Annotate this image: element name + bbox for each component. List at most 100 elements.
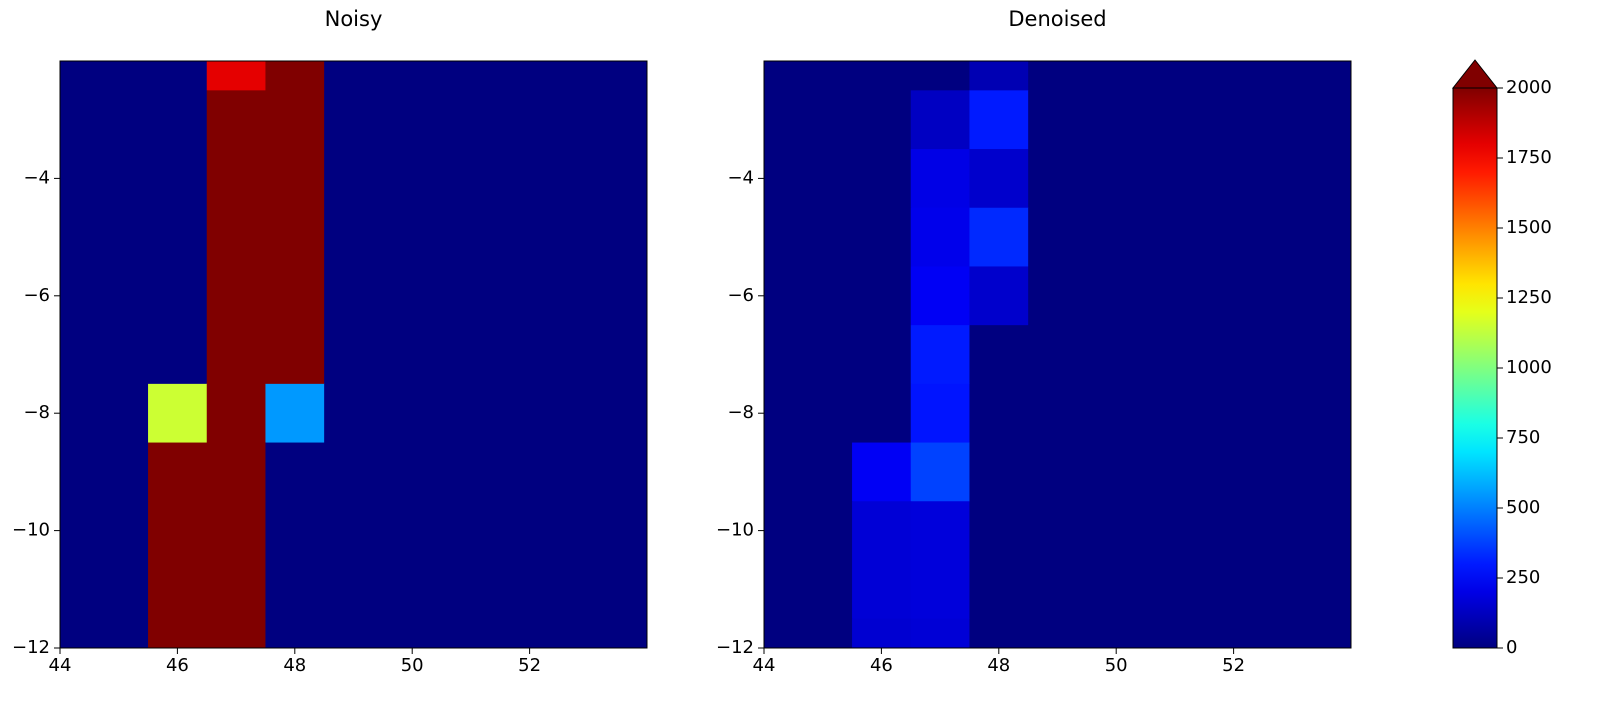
colorbar-tick-label: 1000: [1506, 357, 1552, 378]
heat-cell: [324, 325, 384, 385]
heat-cell: [382, 383, 443, 444]
heat-cell: [89, 207, 149, 267]
x-tick-label: 46: [166, 655, 189, 676]
colorbar-tick-label: 2000: [1506, 77, 1552, 98]
heat-cell: [60, 61, 90, 91]
heat-cell: [1262, 442, 1323, 502]
heat-cell: [500, 618, 560, 649]
heat-cell: [1262, 61, 1323, 91]
heat-cell: [1321, 559, 1352, 620]
heat-cell: [793, 61, 853, 91]
heat-cell: [1028, 266, 1088, 326]
heat-cell: [910, 325, 970, 385]
heat-cell: [148, 90, 208, 150]
heat-cell: [89, 559, 149, 620]
heat-cell: [1086, 266, 1147, 326]
heat-cell: [1321, 90, 1352, 150]
y-tick-label: −8: [727, 402, 754, 423]
heat-cell: [148, 383, 208, 444]
heat-cell: [910, 149, 970, 209]
x-tick-label: 44: [753, 655, 776, 676]
heat-cell: [441, 501, 501, 561]
heat-cell: [1262, 383, 1323, 444]
heat-cell: [89, 325, 149, 385]
heat-cell: [1086, 383, 1147, 444]
colorbar-tick-label: 750: [1506, 427, 1540, 448]
heat-cell: [500, 501, 560, 561]
heat-cell: [206, 442, 266, 502]
heat-cell: [1028, 559, 1088, 620]
heat-cell: [969, 501, 1029, 561]
colorbar-extend: [1451, 59, 1499, 89]
heat-cell: [852, 207, 912, 267]
heat-cell: [500, 442, 560, 502]
heat-cell: [617, 618, 648, 649]
heat-cell: [1145, 149, 1205, 209]
heat-cell: [764, 383, 794, 444]
heat-cell: [324, 61, 384, 91]
heat-cell: [852, 442, 912, 502]
x-tick-label: 52: [518, 655, 541, 676]
heat-cell: [206, 501, 266, 561]
heat-cell: [1145, 90, 1205, 150]
heat-cell: [89, 442, 149, 502]
heat-cell: [89, 383, 149, 444]
heat-cell: [1028, 61, 1088, 91]
heat-cell: [206, 61, 266, 91]
heat-cell: [500, 61, 560, 91]
colorbar-tick-label: 1500: [1506, 217, 1552, 238]
y-tick-label: −8: [23, 402, 50, 423]
heat-cell: [1086, 325, 1147, 385]
heat-cell: [558, 442, 619, 502]
heat-cell: [852, 383, 912, 444]
heat-cell: [324, 383, 384, 444]
heat-cell: [558, 559, 619, 620]
heat-cell: [60, 207, 90, 267]
heat-cell: [441, 618, 501, 649]
heat-cell: [382, 618, 443, 649]
heat-cell: [382, 149, 443, 209]
heat-cell: [265, 90, 325, 150]
heat-cell: [441, 442, 501, 502]
heat-cell: [382, 442, 443, 502]
heat-cell: [60, 501, 90, 561]
x-tick-label: 48: [987, 655, 1010, 676]
heat-cell: [500, 383, 560, 444]
heat-cell: [148, 149, 208, 209]
heat-cell: [60, 325, 90, 385]
heat-cell: [1028, 501, 1088, 561]
y-tick-label: −4: [23, 167, 50, 188]
heat-cell: [852, 266, 912, 326]
heat-cell: [265, 266, 325, 326]
heat-cell: [324, 90, 384, 150]
heat-cell: [969, 559, 1029, 620]
heat-cell: [1204, 266, 1264, 326]
heat-cell: [324, 207, 384, 267]
heat-cell: [382, 559, 443, 620]
heat-cell: [793, 90, 853, 150]
heat-cell: [617, 501, 648, 561]
heat-cell: [60, 383, 90, 444]
heat-cell: [89, 61, 149, 91]
heat-cell: [793, 501, 853, 561]
heat-cell: [1145, 618, 1205, 649]
heat-cell: [764, 207, 794, 267]
heat-cell: [1204, 501, 1264, 561]
axes-frame: [59, 60, 648, 649]
heat-cell: [89, 618, 149, 649]
heat-cell: [206, 207, 266, 267]
heat-cell: [617, 266, 648, 326]
heat-cell: [558, 149, 619, 209]
heat-cell: [60, 442, 90, 502]
heat-cell: [324, 559, 384, 620]
heat-cell: [206, 149, 266, 209]
heat-cell: [617, 559, 648, 620]
heat-cell: [910, 61, 970, 91]
heat-cell: [764, 501, 794, 561]
heat-cell: [148, 325, 208, 385]
heat-cell: [969, 90, 1029, 150]
heat-cell: [1028, 90, 1088, 150]
y-tick-label: −10: [716, 520, 754, 541]
heat-cell: [441, 61, 501, 91]
heat-cell: [910, 266, 970, 326]
